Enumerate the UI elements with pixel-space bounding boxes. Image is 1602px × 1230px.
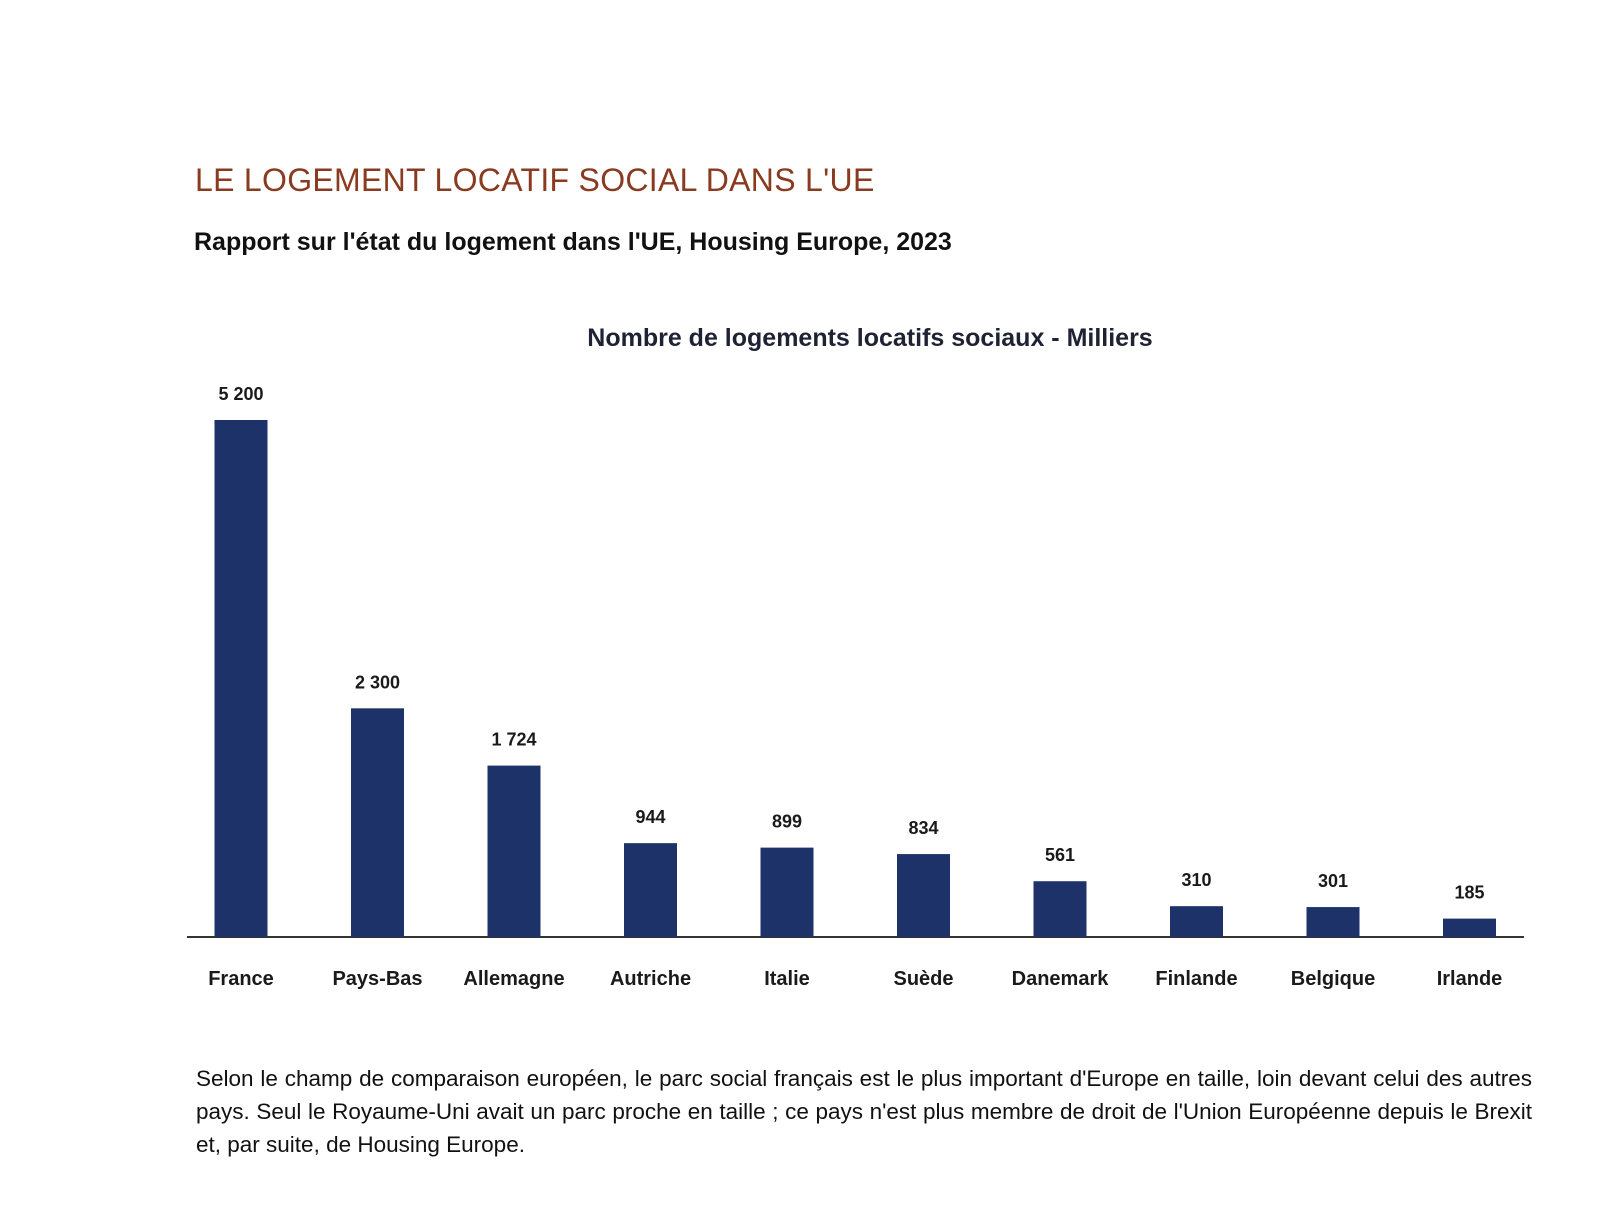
category-label-9: Irlande xyxy=(1437,968,1503,990)
data-label-6: 561 xyxy=(1045,845,1075,865)
bar-1 xyxy=(351,708,404,937)
data-label-2: 1 724 xyxy=(491,730,536,750)
chart-title: Nombre de logements locatifs sociaux - M… xyxy=(587,324,1153,352)
category-label-7: Finlande xyxy=(1155,968,1237,990)
bar-9 xyxy=(1443,918,1496,937)
category-label-1: Pays-Bas xyxy=(332,968,422,990)
bar-8 xyxy=(1306,907,1360,937)
data-label-1: 2 300 xyxy=(355,672,400,692)
commentary-paragraph: Selon le champ de comparaison européen, … xyxy=(196,1066,1532,1157)
bar-2 xyxy=(487,765,541,937)
page-title: LE LOGEMENT LOCATIF SOCIAL DANS L'UE xyxy=(195,162,875,198)
category-label-5: Suède xyxy=(893,968,953,990)
data-label-7: 310 xyxy=(1181,870,1211,890)
data-label-5: 834 xyxy=(908,818,938,838)
category-label-4: Italie xyxy=(764,968,810,990)
bar-4 xyxy=(760,847,814,937)
bar-0 xyxy=(214,420,268,937)
data-label-3: 944 xyxy=(635,807,665,827)
data-label-8: 301 xyxy=(1318,871,1348,891)
bar-chart: 5 200 France 2 300 Pays-Bas 1 724 Allemagne 94… xyxy=(187,384,1524,990)
data-label-0: 5 200 xyxy=(218,384,263,404)
category-label-3: Autriche xyxy=(610,968,691,990)
data-label-9: 185 xyxy=(1454,883,1484,903)
bar-5 xyxy=(897,854,950,937)
category-label-0: France xyxy=(208,968,274,990)
category-label-8: Belgique xyxy=(1291,968,1375,990)
bar-6 xyxy=(1033,881,1087,937)
bar-7 xyxy=(1170,906,1223,937)
category-label-6: Danemark xyxy=(1012,968,1110,990)
bar-3 xyxy=(624,843,677,937)
data-label-4: 899 xyxy=(772,812,802,832)
page-subtitle: Rapport sur l'état du logement dans l'UE… xyxy=(194,228,952,256)
category-label-2: Allemagne xyxy=(463,968,564,990)
